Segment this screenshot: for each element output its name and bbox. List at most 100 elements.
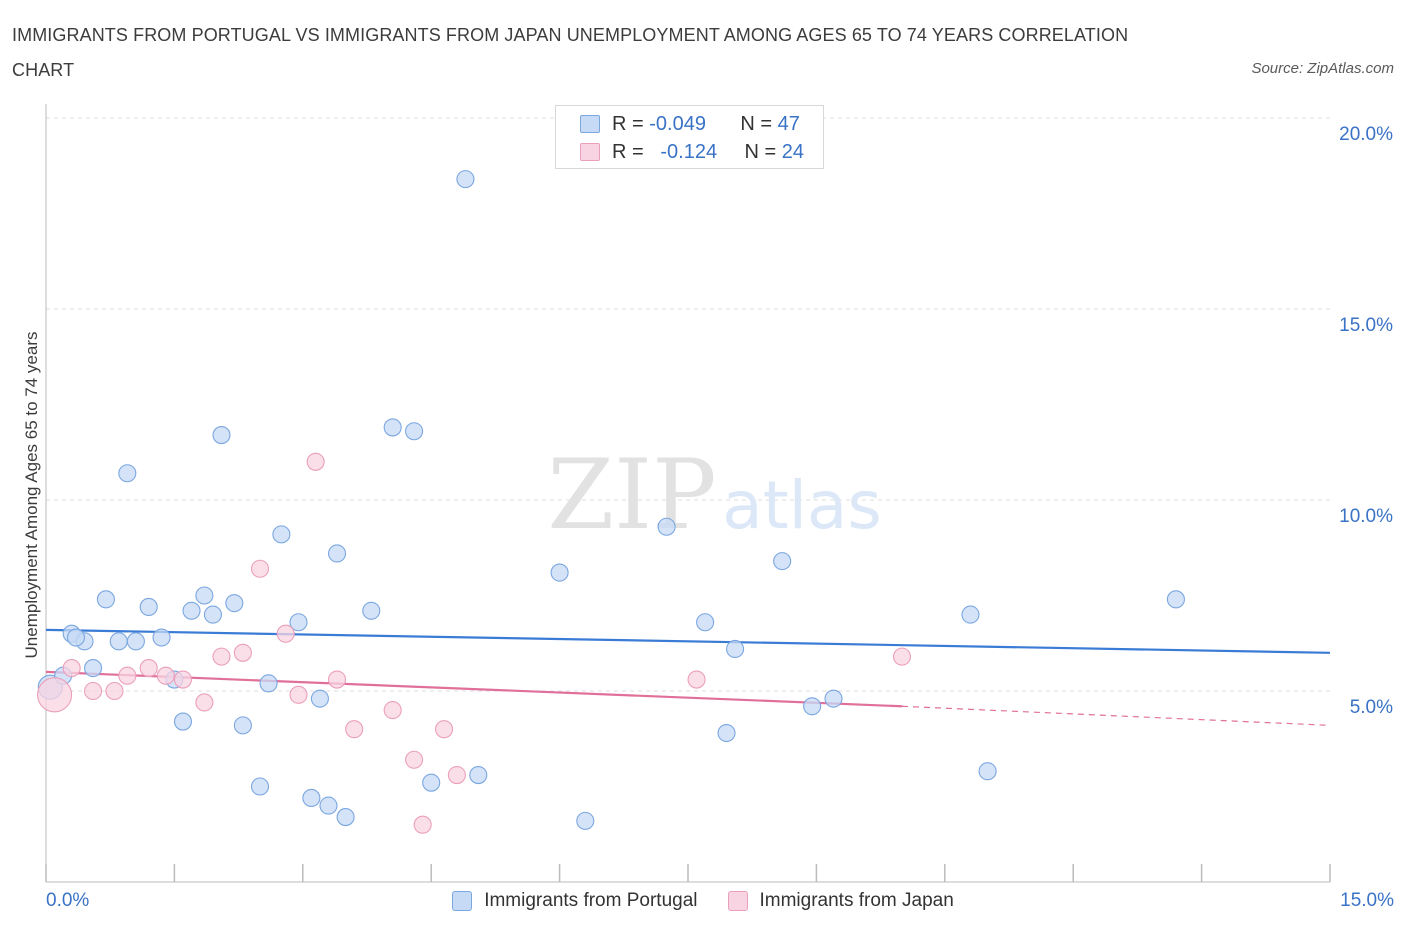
data-point [327,544,347,563]
data-point [109,632,128,651]
data-point [195,693,214,712]
y-tick-label: 15.0% [1339,315,1393,336]
stats-legend-row-portugal: R = -0.049 N = 47 [580,110,800,138]
n-label: N = [740,112,773,135]
data-point [456,170,475,189]
data-points [37,170,1185,834]
data-point [696,613,715,632]
portugal-r-value: -0.049 [649,112,706,135]
data-point [803,697,822,716]
data-point [173,712,193,731]
data-point [259,674,278,693]
axes [45,104,1331,883]
data-point [212,426,231,445]
data-point [139,659,158,678]
x-tick-label-max: 15.0% [1340,890,1394,911]
y-tick-label: 5.0% [1350,697,1393,718]
data-point [289,613,308,632]
data-point [250,777,270,796]
data-point [892,647,912,666]
legend-item-portugal: Immigrants from Portugal [452,890,698,912]
japan-r-value: -0.124 [660,140,718,163]
data-point [289,685,308,704]
source-label: Source: ZipAtlas.com [1251,60,1394,77]
data-point [233,716,252,735]
n-label: N = [744,140,777,163]
japan-swatch [580,143,600,161]
data-point [447,765,466,785]
r-label: R = [612,140,644,163]
legend-label-portugal: Immigrants from Portugal [484,890,698,911]
portugal-n-value: 47 [777,112,800,135]
y-tick-label: 20.0% [1339,124,1393,145]
data-point [978,762,997,781]
data-point [469,765,488,785]
legend-swatch-portugal [452,891,473,911]
data-point [405,422,424,441]
data-point [726,639,745,659]
data-point [66,628,86,647]
data-point [96,590,115,609]
data-point [383,701,402,720]
portugal-swatch [580,115,600,133]
data-point [118,464,137,483]
data-point [233,643,252,662]
data-point [1166,590,1185,609]
legend-label-japan: Immigrants from Japan [759,890,954,911]
data-point [276,624,295,643]
data-point [84,681,103,701]
data-point [657,517,676,536]
chart-title: IMMIGRANTS FROM PORTUGAL VS IMMIGRANTS F… [12,25,1129,80]
data-point [62,659,81,678]
data-point [773,552,792,571]
data-point [173,670,193,689]
data-point [306,452,325,471]
watermark-atlas: atlas [722,467,882,544]
data-point [105,681,124,701]
data-point [336,808,355,827]
data-point [156,666,175,685]
data-point [182,601,201,620]
trend-line-dashed-1 [901,705,1331,726]
y-tick-label: 10.0% [1339,506,1393,527]
r-label: R = [612,112,644,135]
data-point [302,788,321,808]
legend-swatch-japan [727,891,748,911]
trend-line-0 [45,628,1331,654]
data-point [310,689,329,708]
data-point [84,659,103,678]
data-point [319,796,338,815]
data-point [362,601,381,620]
data-point [961,605,980,624]
data-point [576,811,595,830]
data-point [413,815,432,834]
data-point [422,773,441,792]
data-point [550,563,569,582]
data-point [212,647,231,666]
watermark: ZIP atlas [547,439,881,551]
data-point [687,670,706,689]
data-point [824,689,843,708]
japan-n-value: 24 [781,140,804,163]
series-legend: Immigrants from Portugal Immigrants from… [0,890,1406,912]
stats-legend-row-japan: R = -0.124 N = 24 [580,138,804,166]
data-point [272,525,291,544]
data-point [126,632,145,651]
data-point [434,720,454,739]
data-point [383,418,402,437]
legend-item-japan: Immigrants from Japan [727,890,954,912]
data-point [405,750,424,769]
data-point [139,597,158,617]
x-tick-label-min: 0.0% [46,890,90,911]
data-point [225,594,244,613]
data-point [250,559,270,578]
data-point [327,670,347,689]
data-point [152,628,171,647]
watermark-zip: ZIP [547,439,716,551]
data-point [203,605,222,624]
y-tick-labels: 5.0% 10.0% 15.0% 20.0% [1339,124,1393,718]
stats-legend: R = -0.049 N = 47 R = -0.124 N = 24 [555,105,824,169]
data-point [717,723,736,743]
data-point [118,666,137,685]
